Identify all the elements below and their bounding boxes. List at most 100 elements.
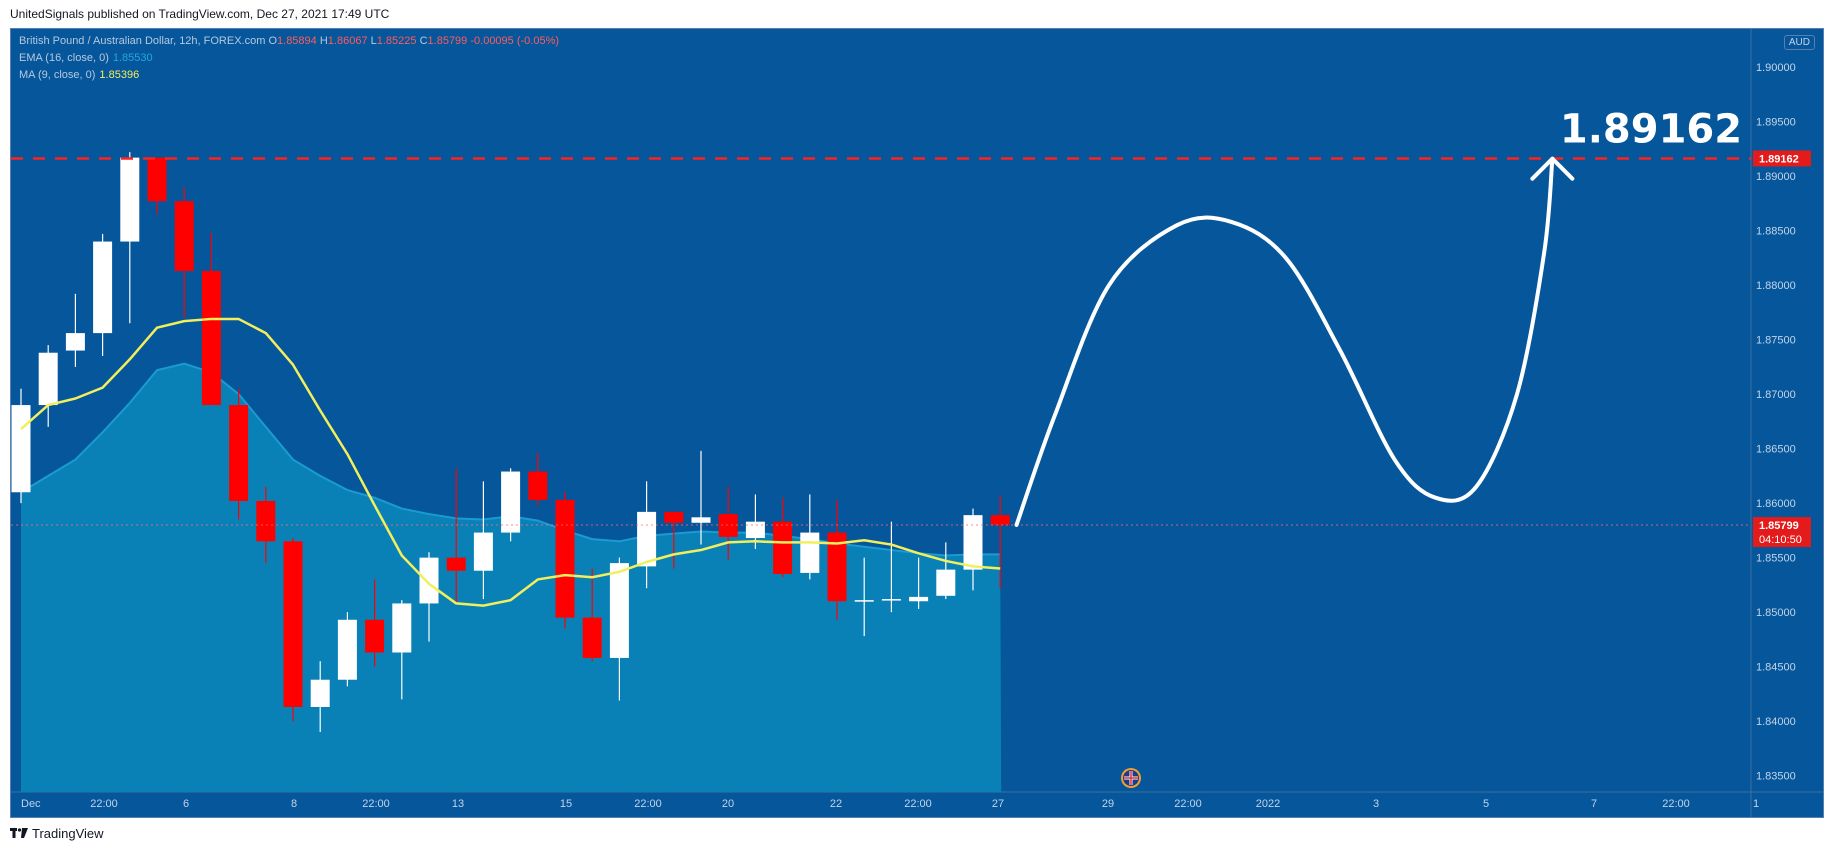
candle-body (256, 500, 276, 542)
candle (582, 568, 602, 662)
candle-body (528, 471, 548, 500)
ma-value: 1.85396 (99, 69, 140, 81)
candle-body (501, 471, 521, 533)
candle (800, 494, 820, 580)
candle (990, 495, 1010, 589)
candle-body (392, 603, 412, 653)
y-tick-label: 1.90000 (1756, 62, 1796, 74)
candle (65, 293, 85, 367)
ema-area (21, 363, 1002, 792)
candle (38, 345, 58, 427)
y-tick-label: 1.86000 (1756, 498, 1796, 510)
candle (609, 557, 629, 701)
candle (473, 481, 493, 600)
y-tick-label: 1.87500 (1756, 335, 1796, 347)
y-tick-label: 1.88000 (1756, 280, 1796, 292)
candle (283, 538, 303, 722)
high-value: 1.86067 (327, 35, 368, 47)
x-tick-label: 22:00 (634, 798, 662, 810)
candle-body (11, 405, 31, 493)
close-value: 1.85799 (427, 35, 468, 47)
symbol-label: British Pound / Australian Dollar, 12h, … (19, 35, 266, 47)
candle (718, 486, 738, 560)
x-tick-label: 22:00 (904, 798, 932, 810)
candle-body (936, 569, 956, 596)
change-value: -0.00095 (-0.05%) (470, 35, 560, 47)
ohlc-legend: British Pound / Australian Dollar, 12h, … (19, 35, 559, 48)
projection-curve (1014, 156, 1555, 527)
candle-body (881, 599, 901, 601)
candle (11, 388, 31, 504)
candle (147, 157, 167, 215)
candle-body (691, 517, 711, 523)
ma-legend[interactable]: MA (9, close, 0) 1.85396 (19, 69, 139, 82)
y-tick-label: 1.84500 (1756, 662, 1796, 674)
y-tick-label: 1.89000 (1756, 171, 1796, 183)
ema-value: 1.85530 (112, 52, 153, 64)
high-label: H (319, 35, 328, 47)
currency-badge[interactable]: AUD (1783, 35, 1815, 50)
footer: TradingView (10, 826, 104, 841)
y-tick-label: 1.89500 (1756, 117, 1796, 129)
candle (909, 557, 929, 609)
x-tick-label: 5 (1483, 798, 1489, 810)
x-tick-label: 8 (291, 798, 297, 810)
candle-body (718, 514, 738, 537)
candle-body (38, 352, 58, 406)
candle-body (854, 600, 874, 602)
x-tick-label: 22:00 (90, 798, 118, 810)
y-tick-label: 1.85500 (1756, 553, 1796, 565)
target-annotation: 1.89162 (1560, 106, 1742, 152)
price-chart[interactable]: 1.89162 1.90000 1.89500 1.89000 1.88500 1.880… (11, 29, 1823, 817)
current-price-label: 1.85799 (1759, 520, 1799, 532)
uk-flag-event-icon[interactable] (1121, 768, 1141, 788)
candle (229, 388, 249, 520)
candle-body (664, 511, 684, 523)
candle-body (120, 157, 140, 242)
candle (963, 508, 983, 591)
x-tick-label: 15 (560, 798, 572, 810)
candle (936, 542, 956, 600)
x-tick-label: 13 (452, 798, 464, 810)
x-tick-label: 20 (722, 798, 734, 810)
x-tick-label: 27 (992, 798, 1004, 810)
y-tick-label: 1.88500 (1756, 226, 1796, 238)
candle (528, 453, 548, 506)
x-tick-label: 3 (1373, 798, 1379, 810)
x-tick-label: 2022 (1256, 798, 1280, 810)
candle (93, 233, 113, 356)
candle-body (365, 619, 385, 653)
low-label: L (370, 35, 377, 47)
candle-body (609, 563, 629, 658)
chart-panel[interactable]: 1.89162 1.90000 1.89500 1.89000 1.88500 1.880… (10, 28, 1824, 818)
ema-legend[interactable]: EMA (16, close, 0) 1.85530 (19, 52, 153, 65)
candle-body (201, 270, 221, 406)
low-value: 1.85225 (376, 35, 417, 47)
countdown-label: 04:10:50 (1759, 534, 1802, 546)
candle (337, 612, 357, 687)
candle-body (283, 541, 303, 707)
candle-body (147, 157, 167, 202)
candle-body (773, 521, 793, 574)
y-tick-label: 1.83500 (1756, 771, 1796, 783)
ema-label: EMA (16, close, 0) (19, 52, 109, 64)
candle-body (473, 532, 493, 571)
x-tick-label: Dec (21, 798, 41, 810)
candle-body (800, 532, 820, 573)
projection-arrowhead (1530, 156, 1575, 181)
candle (256, 486, 276, 564)
candles-group (11, 152, 1010, 733)
y-tick-label: 1.85000 (1756, 607, 1796, 619)
candle (745, 494, 765, 549)
x-tick-label: 22 (830, 798, 842, 810)
candle-body (65, 333, 85, 351)
tradingview-logo-icon (10, 826, 28, 841)
current-price-badge (1753, 517, 1811, 548)
open-label: O (268, 35, 278, 47)
candle (773, 497, 793, 578)
candle (310, 661, 330, 733)
candle (120, 152, 140, 324)
candle-body (310, 679, 330, 707)
candle-body (827, 532, 847, 602)
candle (664, 511, 684, 569)
